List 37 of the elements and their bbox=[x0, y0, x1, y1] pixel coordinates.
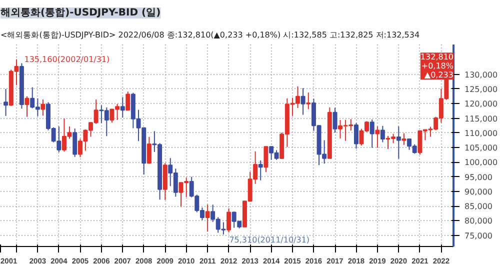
y-tick-label: 90,000 bbox=[464, 187, 492, 196]
candlestick bbox=[24, 96, 30, 118]
y-tick-label: 85,000 bbox=[464, 202, 492, 212]
y-tick-label: 105,000 bbox=[464, 144, 498, 153]
y-tick-label: 130,000 bbox=[464, 70, 498, 80]
chart-subtitle: <해외통화(통합)-USDJPY-BID> 2022/06/08 종:132,810(▲0,233 +0,18%) 시:132,585 고:132,825 저:132,534 bbox=[0, 30, 420, 40]
y-tick-label: 95,000 bbox=[464, 172, 492, 182]
annotation: 135,160(2002/01/31) bbox=[24, 54, 110, 64]
candlestick bbox=[332, 107, 338, 134]
y-tick-label: 115,000 bbox=[464, 114, 498, 124]
candlestick bbox=[205, 204, 210, 232]
candlestick bbox=[146, 136, 152, 164]
candlestick bbox=[380, 125, 385, 143]
candlestick bbox=[300, 88, 306, 116]
candlestick bbox=[40, 99, 46, 116]
candlestick bbox=[4, 88, 8, 116]
candlestick bbox=[396, 126, 401, 160]
y-tick-label: 120,000 bbox=[464, 100, 498, 109]
y-tick-label: 125,000 bbox=[464, 85, 498, 94]
y-tick-label: 100,000 bbox=[464, 158, 498, 168]
chart-title: 해외통화(통합)-USDJPY-BID (일) bbox=[0, 8, 161, 18]
annotation: 75,310(2011/10/31) bbox=[229, 235, 310, 244]
candlestick bbox=[402, 132, 406, 146]
candlestick bbox=[306, 92, 311, 110]
candlestick bbox=[120, 96, 125, 118]
annotation: 132,810 +0,18% ▲0,233 bbox=[420, 52, 454, 80]
y-tick-label: 75,000 bbox=[464, 231, 492, 240]
candlestick bbox=[375, 126, 380, 148]
candlestick bbox=[126, 91, 130, 111]
candlestick bbox=[264, 146, 268, 173]
candlestick bbox=[258, 160, 263, 181]
candlestick bbox=[72, 128, 78, 158]
y-tick-label: 80,000 bbox=[464, 216, 492, 226]
candlestick bbox=[354, 122, 358, 150]
y-tick-label: 110,000 bbox=[464, 128, 498, 138]
candlestick bbox=[370, 118, 374, 148]
candlestick bbox=[226, 208, 232, 233]
